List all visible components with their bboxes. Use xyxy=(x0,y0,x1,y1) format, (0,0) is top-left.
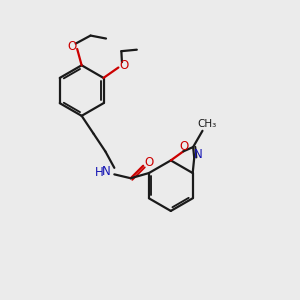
Text: O: O xyxy=(179,140,188,153)
Text: O: O xyxy=(67,40,76,53)
Text: N: N xyxy=(102,165,110,178)
Text: N: N xyxy=(194,148,203,161)
Text: O: O xyxy=(144,156,153,169)
Text: CH₃: CH₃ xyxy=(197,118,216,128)
Text: H: H xyxy=(94,167,103,179)
Text: O: O xyxy=(119,58,128,72)
